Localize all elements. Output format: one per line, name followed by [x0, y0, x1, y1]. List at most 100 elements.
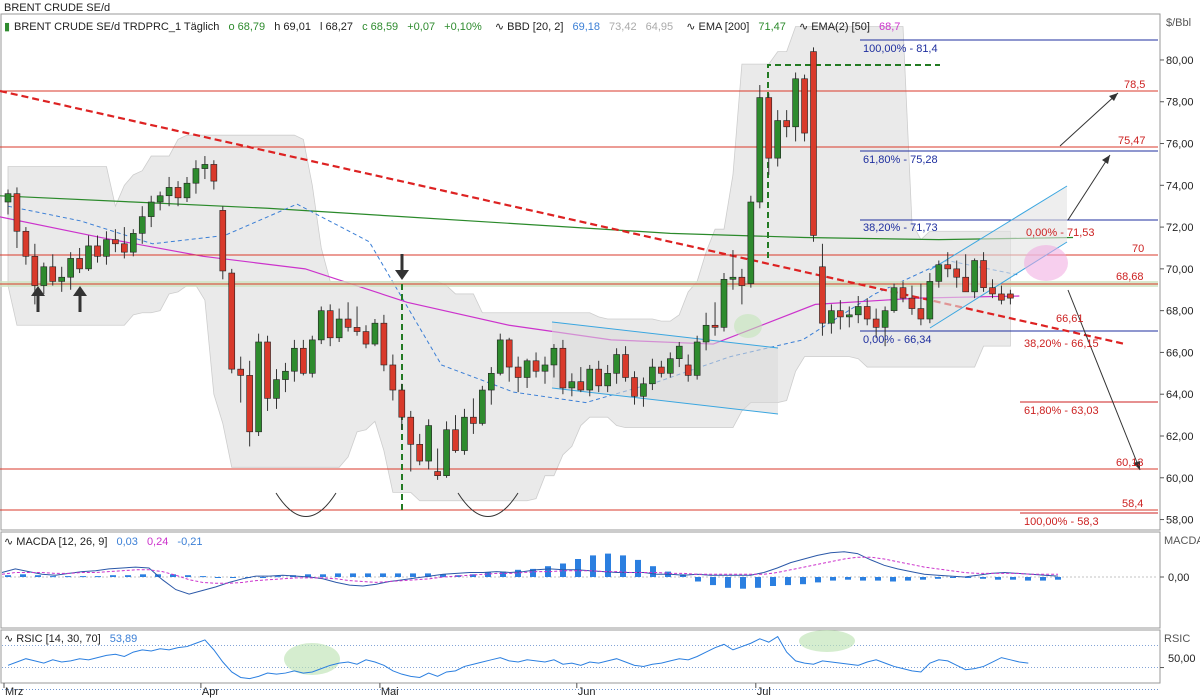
legend-symbol: BRENT CRUDE SE/d TRDPRC_1 Täglich — [14, 21, 219, 33]
candle-body — [461, 416, 468, 451]
macd-histogram-bar — [170, 574, 176, 577]
macd-histogram-bar — [455, 575, 461, 577]
legend-bbd-v3: 64,95 — [646, 21, 674, 33]
macd-histogram-bar — [35, 575, 41, 577]
candle-body — [487, 373, 495, 391]
candle-body — [917, 308, 925, 320]
candle-body — [908, 297, 916, 309]
candle-body — [228, 272, 236, 370]
candle-body — [398, 389, 406, 418]
fib-label-100: 100,00% - 81,4 — [863, 43, 938, 55]
candle-body — [720, 279, 728, 328]
macd-histogram-bar — [725, 577, 731, 588]
fib-lower-label-61-8: 61,80% - 63,03 — [1024, 405, 1099, 417]
legend-close: c 68,59 — [362, 21, 398, 33]
macd-histogram-bar — [440, 574, 446, 577]
bollinger-mid-line — [7, 203, 1020, 404]
candle-body — [783, 120, 790, 128]
level-label-75-47: 75,47 — [1118, 135, 1146, 147]
macd-histogram-bar — [380, 573, 386, 577]
channel-may — [552, 322, 778, 414]
legend-bbd-v1: 69,18 — [572, 21, 600, 33]
candle-body — [470, 416, 477, 424]
legend-bbd-v2: 73,42 — [609, 21, 637, 33]
level-label-78-5: 78,5 — [1124, 79, 1145, 91]
candle-body — [156, 195, 164, 203]
legend-low: l 68,27 — [320, 21, 353, 33]
macd-label: MACDA [12, 26, 9] — [16, 536, 107, 548]
candle-body — [631, 377, 638, 397]
candle-body — [819, 266, 826, 324]
candle-body — [273, 379, 280, 399]
candle-body — [291, 347, 298, 372]
green-dashed-box — [767, 64, 940, 258]
candle-body — [845, 314, 853, 318]
candle-body — [219, 210, 227, 272]
candle-body — [201, 164, 209, 169]
bowl-arc-apr — [275, 492, 337, 517]
macd-histogram-bar — [590, 555, 596, 577]
macd-histogram-bar — [275, 576, 281, 578]
candle-body — [434, 471, 441, 476]
macd-histogram-bar — [1025, 577, 1031, 581]
channel-jul-top — [929, 185, 1068, 271]
candle-body — [837, 310, 844, 318]
x-tick-label: Jun — [578, 686, 596, 698]
channel-may-top — [551, 321, 779, 349]
rsi-panel[interactable] — [0, 629, 1161, 684]
macd-icon: ∿ — [4, 536, 13, 548]
macd-histogram-bar — [1010, 577, 1016, 580]
macd-histogram-bar — [995, 577, 1001, 580]
y-tick-label: 78,00 — [1166, 97, 1194, 109]
candle-body — [58, 276, 66, 282]
candle-body — [1007, 293, 1014, 299]
macd-histogram-bar — [335, 573, 341, 577]
candle-body — [684, 364, 692, 376]
candle-body — [810, 51, 817, 236]
candle-body — [210, 164, 218, 182]
legend-ema: EMA [200] — [699, 21, 750, 33]
candle-body — [980, 260, 987, 288]
candle-body — [854, 306, 862, 316]
macd-histogram-bar — [230, 577, 236, 578]
candle-body — [541, 364, 549, 372]
highlight-june-low — [734, 314, 762, 338]
macd-indicator — [1, 551, 1164, 595]
candle-body — [13, 193, 21, 232]
candle-body — [765, 97, 773, 159]
candle-body — [192, 168, 200, 184]
candle-body — [640, 383, 647, 397]
candle-body — [174, 187, 182, 199]
fib-label-38-2: 38,20% - 71,73 — [863, 222, 938, 234]
macd-histogram-bar — [815, 577, 821, 583]
x-axis: Mrz Apr Mai Jun Jul — [3, 683, 771, 698]
candle-body — [300, 347, 307, 374]
macd-histogram-bar — [530, 568, 536, 577]
candle-body — [40, 266, 48, 286]
candle-body — [103, 239, 110, 257]
rsi-highlight-low — [284, 643, 340, 675]
candle-body — [308, 339, 316, 374]
candle-body — [989, 287, 996, 295]
candle-body — [49, 266, 57, 282]
candle-body — [702, 324, 710, 343]
candle-body — [586, 368, 594, 391]
candle-body — [971, 260, 978, 293]
candle-body — [416, 444, 424, 462]
legend-ema2-value: 68,7 — [879, 21, 900, 33]
candle-body — [76, 258, 83, 270]
y-tick-label: 72,00 — [1166, 222, 1194, 234]
candle-body — [532, 360, 540, 372]
macd-panel[interactable] — [0, 531, 1161, 629]
candle-legend-icon: ▮ — [4, 21, 10, 33]
macd-histogram-bar — [1040, 577, 1046, 581]
channel-jul — [930, 186, 1067, 328]
legend-text: BRENT CRUDE SE/d TRDPRC_1 Täglich o 68,7… — [14, 21, 900, 33]
candle-body — [479, 389, 486, 424]
macd-line — [1, 551, 1059, 595]
rsi-label: RSIC [14, 30, 70] — [16, 633, 100, 645]
macd-histogram-bar — [425, 573, 431, 577]
macd-histogram-bar — [305, 574, 311, 577]
candle-body — [774, 120, 782, 159]
